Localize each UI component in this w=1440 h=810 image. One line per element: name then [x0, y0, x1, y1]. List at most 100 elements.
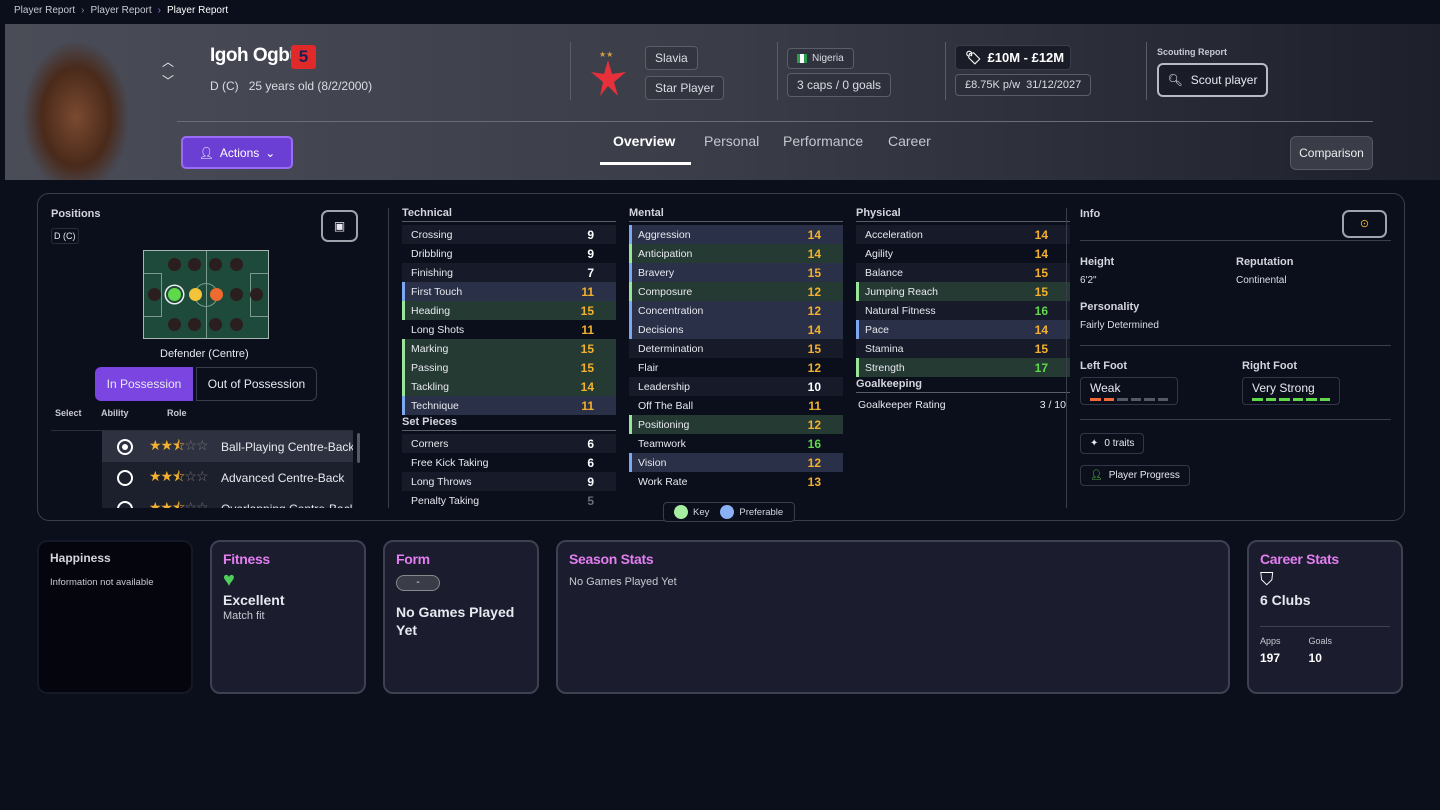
- position-dot[interactable]: [209, 318, 222, 331]
- position-dot[interactable]: [148, 288, 161, 301]
- attribute-row[interactable]: Agility 14: [856, 244, 1070, 263]
- position-dot[interactable]: [230, 288, 243, 301]
- attribute-name: Off The Ball: [638, 399, 694, 412]
- attribute-row[interactable]: Decisions 14: [629, 320, 843, 339]
- tab-personal[interactable]: Personal: [704, 133, 760, 149]
- attribute-row[interactable]: Natural Fitness 16: [856, 301, 1070, 320]
- next-player-icon[interactable]: ﹀: [162, 74, 175, 88]
- attribute-name: Heading: [411, 304, 451, 317]
- fitness-card[interactable]: Fitness ♥ Excellent Match fit: [210, 540, 366, 694]
- player-subtitle: D (C) 25 years old (8/2/2000): [210, 79, 372, 93]
- attribute-row[interactable]: Finishing 7: [402, 263, 616, 282]
- attribute-row[interactable]: Flair 12: [629, 358, 843, 377]
- attribute-row[interactable]: Off The Ball 11: [629, 396, 843, 415]
- fitness-title: Fitness: [223, 551, 270, 567]
- attribute-row[interactable]: First Touch 11: [402, 282, 616, 301]
- attribute-row[interactable]: Technique 11: [402, 396, 616, 415]
- preferable-dot-icon: [720, 505, 735, 519]
- traits-button[interactable]: ✦ 0 traits: [1080, 433, 1145, 454]
- person-progress-icon: 👤︎: [1090, 470, 1103, 481]
- role-list-scrollbar[interactable]: [357, 433, 360, 463]
- attribute-row[interactable]: Positioning 12: [629, 415, 843, 434]
- actions-button[interactable]: 👤︎ Actions ⌄: [181, 136, 293, 169]
- attribute-row[interactable]: Penalty Taking 5: [402, 491, 616, 510]
- nation-chip[interactable]: Nigeria: [787, 48, 854, 69]
- position-dot-accomplished[interactable]: [189, 288, 202, 301]
- position-dot[interactable]: [188, 318, 201, 331]
- form-card[interactable]: Form - No Games Played Yet: [383, 540, 539, 694]
- attribute-row[interactable]: Aggression 14: [629, 225, 843, 244]
- attribute-row[interactable]: Concentration 12: [629, 301, 843, 320]
- previous-player-icon[interactable]: ︿: [162, 55, 175, 69]
- attribute-row[interactable]: Tackling 14: [402, 377, 616, 396]
- tab-performance[interactable]: Performance: [783, 133, 864, 149]
- attribute-row[interactable]: Strength 17: [856, 358, 1070, 377]
- attribute-row[interactable]: Determination 15: [629, 339, 843, 358]
- role-row[interactable]: ★★⯪☆☆ Overlapping Centre-Back: [102, 493, 353, 508]
- personality-wheel-button[interactable]: ⊙: [1342, 210, 1387, 238]
- player-progress-button[interactable]: 👤︎ Player Progress: [1080, 465, 1190, 486]
- career-stats-card[interactable]: Career Stats ⛉ 6 Clubs Apps 197 Goals 10: [1247, 540, 1403, 694]
- attribute-row[interactable]: Leadership 10: [629, 377, 843, 396]
- attribute-row[interactable]: Marking 15: [402, 339, 616, 358]
- attribute-row[interactable]: Passing 15: [402, 358, 616, 377]
- attribute-value: 15: [1034, 265, 1048, 280]
- attribute-row[interactable]: Dribbling 9: [402, 244, 616, 263]
- position-dot[interactable]: [188, 258, 201, 271]
- attribute-row[interactable]: Balance 15: [856, 263, 1070, 282]
- attribute-row[interactable]: Corners 6: [402, 434, 616, 453]
- attribute-row[interactable]: Crossing 9: [402, 225, 616, 244]
- attribute-row[interactable]: Heading 15: [402, 301, 616, 320]
- out-of-possession-toggle[interactable]: Out of Possession: [196, 367, 317, 401]
- mental-attributes: Mental Aggression 14 Anticipation 14 Bravery 1…: [629, 207, 843, 491]
- scout-player-button[interactable]: 🔍︎ Scout player: [1157, 63, 1268, 97]
- attribute-name: Natural Fitness: [865, 304, 936, 317]
- attribute-row[interactable]: Free Kick Taking 6: [402, 453, 616, 472]
- ability-stars-icon: ★★⯪☆☆: [149, 436, 208, 453]
- attribute-row[interactable]: Composure 12: [629, 282, 843, 301]
- tab-career[interactable]: Career: [888, 133, 931, 149]
- contract-expiry: 31/12/2027: [1026, 79, 1082, 91]
- role-radio[interactable]: [117, 500, 133, 508]
- compare-positions-button[interactable]: ▣: [321, 210, 358, 242]
- attribute-name: Finishing: [411, 266, 454, 279]
- position-dot-unconvincing[interactable]: [210, 288, 223, 301]
- attribute-row[interactable]: Vision 12: [629, 453, 843, 472]
- attribute-row[interactable]: Work Rate 13: [629, 472, 843, 491]
- position-dot[interactable]: [168, 318, 181, 331]
- position-dot[interactable]: [168, 258, 181, 271]
- position-dot[interactable]: [209, 258, 222, 271]
- attribute-row[interactable]: Teamwork 16: [629, 434, 843, 453]
- attribute-row[interactable]: Bravery 15: [629, 263, 843, 282]
- role-row[interactable]: ★★⯪☆☆ Ball-Playing Centre-Back: [102, 431, 353, 462]
- club-crest-icon[interactable]: ★★: [588, 48, 628, 98]
- attribute-row[interactable]: Pace 14: [856, 320, 1070, 339]
- attribute-row[interactable]: Acceleration 14: [856, 225, 1070, 244]
- role-radio[interactable]: [117, 469, 133, 486]
- season-stats-card[interactable]: Season Stats No Games Played Yet: [556, 540, 1230, 694]
- attribute-row[interactable]: Stamina 15: [856, 339, 1070, 358]
- position-dot[interactable]: [250, 288, 263, 301]
- club-name[interactable]: Slavia: [645, 46, 698, 70]
- comparison-button[interactable]: Comparison: [1290, 136, 1373, 170]
- in-possession-toggle[interactable]: In Possession: [95, 367, 193, 401]
- traits-label: 0 traits: [1104, 438, 1135, 449]
- set-pieces-attributes: Set Pieces Corners 6 Free Kick Taking 6 Long …: [402, 416, 616, 510]
- role-radio[interactable]: [117, 438, 133, 455]
- divider: [1080, 419, 1391, 420]
- attribute-row[interactable]: Jumping Reach 15: [856, 282, 1070, 301]
- position-dot[interactable]: [230, 258, 243, 271]
- role-row[interactable]: ★★⯪☆☆ Advanced Centre-Back: [102, 462, 353, 493]
- tab-overview[interactable]: Overview: [613, 133, 676, 149]
- position-dot-natural[interactable]: [168, 288, 181, 301]
- attribute-row[interactable]: Long Shots 11: [402, 320, 616, 339]
- position-dot[interactable]: [230, 318, 243, 331]
- breadcrumb-item[interactable]: Player Report: [14, 5, 76, 16]
- attribute-row[interactable]: Anticipation 14: [629, 244, 843, 263]
- breadcrumb: Player Report › Player Report › Player Rep…: [14, 5, 228, 16]
- foot-bar-segment: [1265, 398, 1276, 401]
- reputation-value: Continental: [1236, 275, 1287, 286]
- breadcrumb-item[interactable]: Player Report: [90, 5, 152, 16]
- legend-preferable: Preferable: [739, 506, 784, 518]
- attribute-row[interactable]: Long Throws 9: [402, 472, 616, 491]
